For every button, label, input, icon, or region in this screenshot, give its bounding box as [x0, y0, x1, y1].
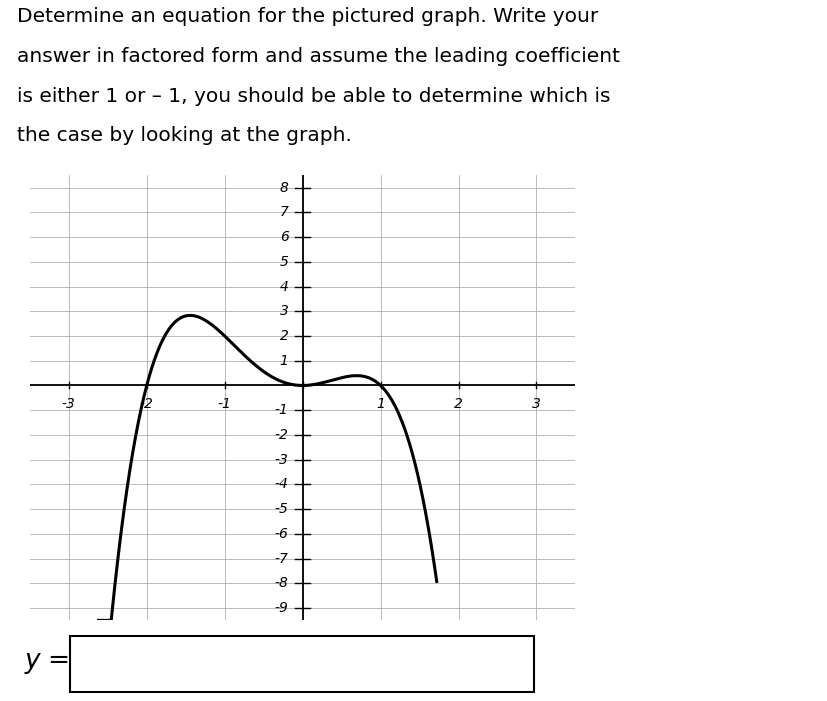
Text: -3: -3 — [62, 397, 75, 411]
Text: answer in factored form and assume the leading coefficient: answer in factored form and assume the l… — [17, 47, 619, 66]
Text: -6: -6 — [275, 527, 289, 541]
Text: -5: -5 — [275, 502, 289, 516]
Text: 2: 2 — [280, 329, 289, 343]
Text: -8: -8 — [275, 576, 289, 590]
Text: -4: -4 — [275, 477, 289, 491]
Text: 7: 7 — [280, 205, 289, 219]
FancyBboxPatch shape — [70, 637, 533, 692]
Text: -2: -2 — [140, 397, 154, 411]
Text: 3: 3 — [532, 397, 540, 411]
Text: 2: 2 — [453, 397, 462, 411]
Text: 1: 1 — [375, 397, 385, 411]
Text: -3: -3 — [275, 453, 289, 467]
Text: 6: 6 — [280, 230, 289, 244]
Text: -1: -1 — [218, 397, 232, 411]
Text: 5: 5 — [280, 254, 289, 268]
Text: Determine an equation for the pictured graph. Write your: Determine an equation for the pictured g… — [17, 7, 597, 26]
Text: y =: y = — [25, 648, 71, 674]
Text: 4: 4 — [280, 280, 289, 294]
Text: -1: -1 — [275, 403, 289, 417]
Text: 1: 1 — [280, 354, 289, 368]
Text: the case by looking at the graph.: the case by looking at the graph. — [17, 126, 351, 145]
Text: -9: -9 — [275, 601, 289, 615]
Text: 8: 8 — [280, 181, 289, 195]
Text: -7: -7 — [275, 552, 289, 566]
Text: -2: -2 — [275, 428, 289, 442]
Text: is either 1 or – 1, you should be able to determine which is: is either 1 or – 1, you should be able t… — [17, 86, 609, 106]
Text: 3: 3 — [280, 304, 289, 318]
